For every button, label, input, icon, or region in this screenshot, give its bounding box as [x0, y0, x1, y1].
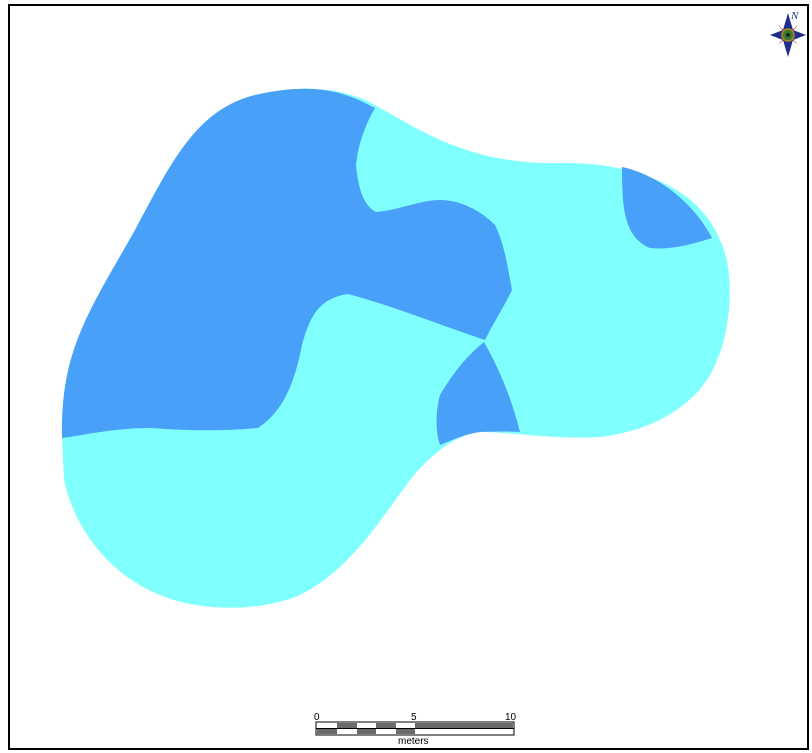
dark-zone-center	[436, 342, 520, 445]
north-letter: N	[790, 10, 799, 22]
scale-bar	[315, 721, 515, 736]
scale-unit: meters	[398, 736, 429, 747]
scale-tick-0: 0	[314, 712, 320, 723]
compass-rose-icon	[770, 13, 806, 57]
dark-zone-top-right	[622, 167, 712, 249]
scale-tick-10: 10	[505, 712, 517, 723]
scale-tick-5: 5	[411, 712, 417, 723]
dark-zone-main	[61, 88, 512, 438]
